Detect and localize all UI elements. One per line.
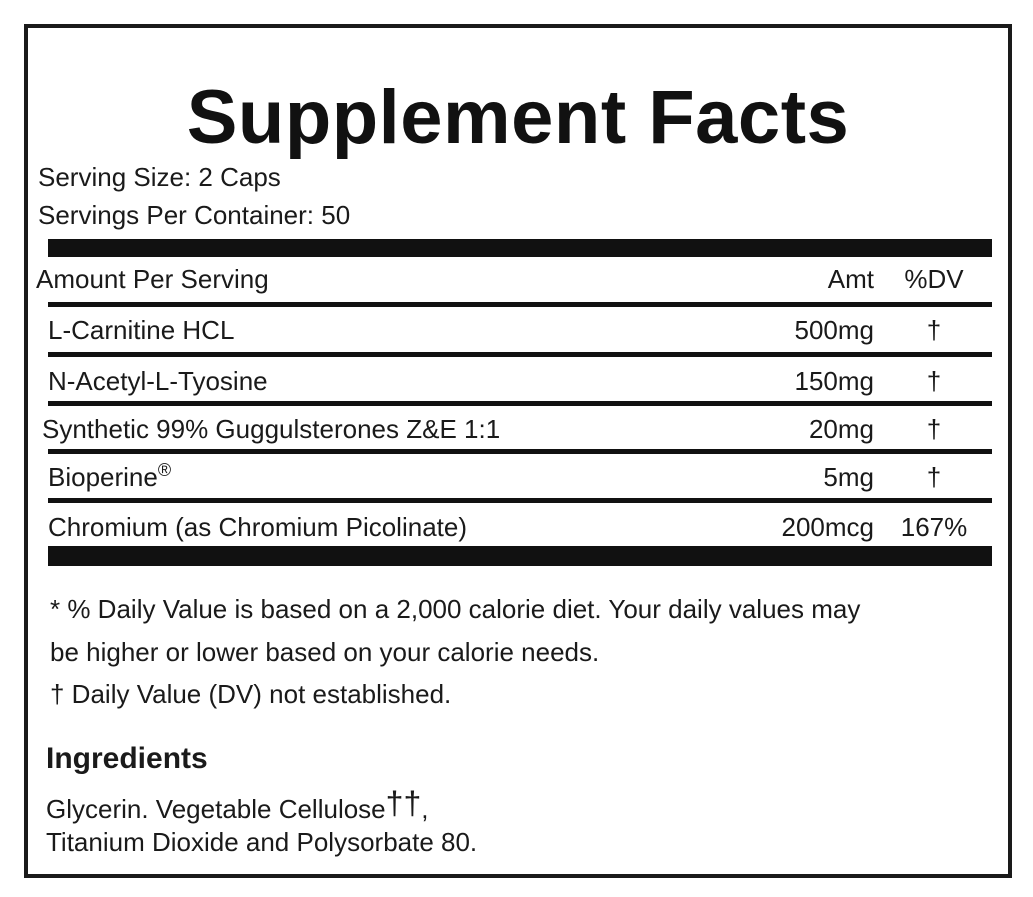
- ingredient-name: Bioperine®: [48, 461, 171, 492]
- ingredient-dv: †: [926, 414, 942, 444]
- ingredient-name-text: Bioperine: [48, 462, 158, 492]
- dv-column-header: %DV: [904, 264, 964, 294]
- registered-mark: ®: [157, 460, 172, 480]
- row-divider: [48, 352, 992, 357]
- ingredient-dv: †: [926, 462, 942, 492]
- ingredient-dv: †: [926, 366, 942, 396]
- ingredient-name: N-Acetyl-L-Tyosine: [48, 366, 268, 396]
- ingredient-dv: 167%: [900, 512, 968, 542]
- double-dagger-mark: ††: [385, 785, 422, 821]
- thick-divider-top: [48, 239, 992, 257]
- servings-per-container: Servings Per Container: 50: [38, 200, 351, 230]
- ingredient-amount: 200mcg: [781, 512, 875, 542]
- ingredient-name: Synthetic 99% Guggulsterones Z&E 1:1: [42, 414, 501, 444]
- ingredients-comma: ,: [421, 794, 429, 824]
- ingredients-heading: Ingredients: [46, 742, 208, 775]
- row-divider: [48, 401, 992, 406]
- amount-per-serving-label: Amount Per Serving: [36, 264, 269, 294]
- ingredients-line-2: Titanium Dioxide and Polysorbate 80.: [46, 827, 478, 857]
- ingredients-text: Glycerin. Vegetable Cellulose: [46, 794, 386, 824]
- amt-column-header: Amt: [827, 264, 874, 294]
- row-divider: [48, 449, 992, 454]
- panel-title: Supplement Facts: [186, 75, 850, 160]
- daily-value-footnote: * % Daily Value is based on a 2,000 calo…: [50, 594, 861, 624]
- row-divider: [48, 302, 992, 307]
- ingredient-dv: †: [926, 315, 942, 345]
- ingredient-amount: 5mg: [823, 462, 874, 492]
- ingredients-line: Glycerin. Vegetable Cellulose††,: [46, 787, 429, 824]
- supplement-facts-panel: Supplement Facts Serving Size: 2 Caps Se…: [24, 24, 1012, 878]
- ingredient-amount: 500mg: [794, 315, 875, 345]
- serving-size: Serving Size: 2 Caps: [38, 162, 281, 192]
- row-divider: [48, 498, 992, 503]
- ingredient-name: L-Carnitine HCL: [48, 315, 235, 345]
- daily-value-footnote-continued: be higher or lower based on your calorie…: [50, 637, 600, 667]
- ingredient-amount: 150mg: [794, 366, 875, 396]
- dv-not-established-note: † Daily Value (DV) not established.: [50, 679, 452, 709]
- ingredient-amount: 20mg: [808, 414, 874, 444]
- thick-divider-bottom: [48, 546, 992, 566]
- ingredient-name: Chromium (as Chromium Picolinate): [48, 512, 467, 542]
